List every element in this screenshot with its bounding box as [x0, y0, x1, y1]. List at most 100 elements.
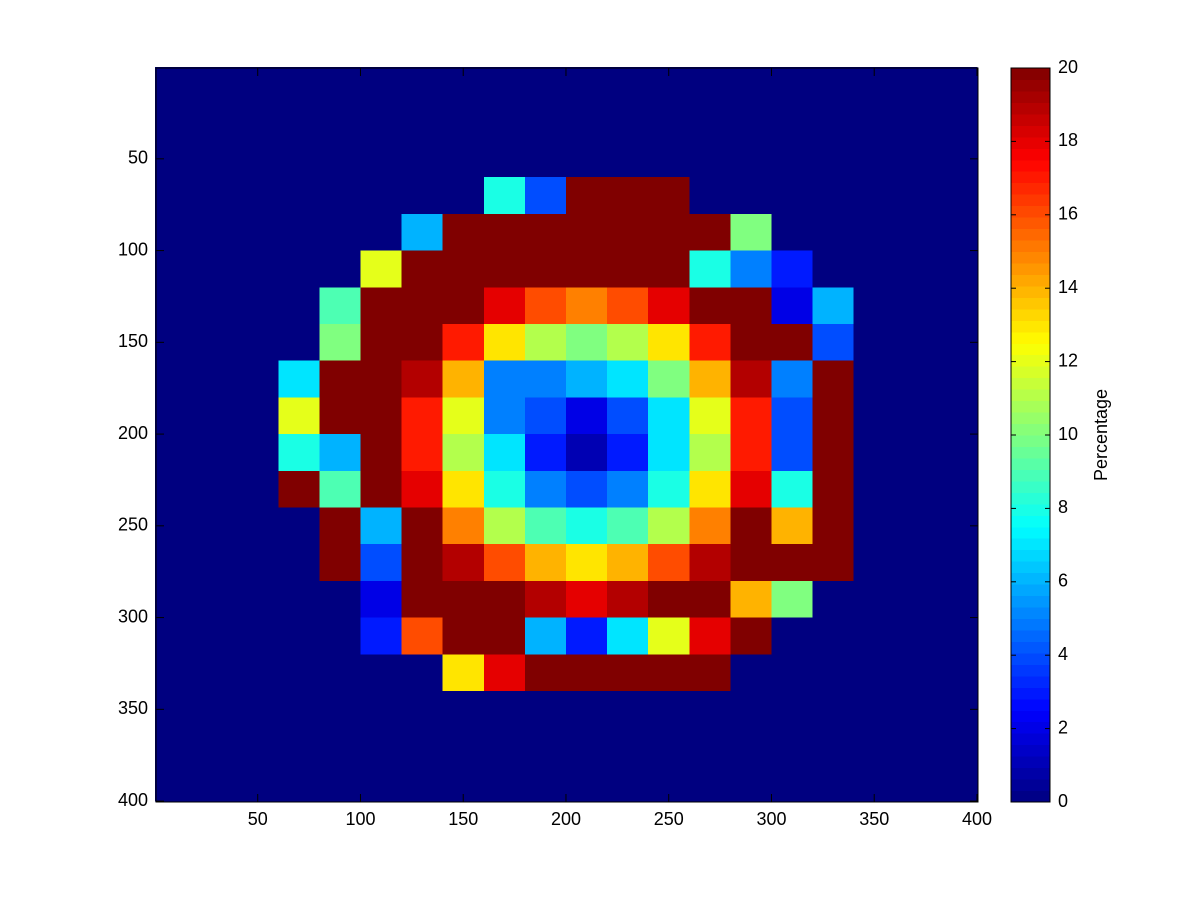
heatmap-cell [689, 67, 731, 105]
colorbar-swatch [1011, 194, 1050, 207]
heatmap-cell [196, 177, 238, 215]
heatmap-cell [607, 690, 649, 729]
heatmap-cell [935, 764, 978, 802]
heatmap-cell [771, 140, 814, 178]
heatmap-cell [360, 764, 403, 802]
y-tick-label: 350 [118, 698, 148, 718]
heatmap-cell [524, 727, 567, 765]
colorbar-swatch [1011, 274, 1050, 287]
heatmap-cell [730, 580, 772, 619]
heatmap-cell [237, 397, 279, 435]
heatmap-cell [278, 434, 320, 472]
heatmap-cell [894, 323, 937, 362]
heatmap-cell [154, 470, 197, 508]
colorbar-swatch [1011, 503, 1050, 516]
heatmap-cell [483, 177, 526, 215]
heatmap-cell [689, 287, 731, 325]
heatmap-cell [524, 690, 567, 729]
heatmap-cell [524, 287, 567, 325]
heatmap-cell [730, 213, 772, 252]
colorbar-swatch [1011, 148, 1050, 161]
heatmap-cell [196, 544, 238, 582]
colorbar-swatch [1011, 159, 1050, 172]
heatmap-cell [935, 434, 978, 472]
heatmap-cell [771, 580, 814, 619]
colorbar-swatch [1011, 779, 1050, 792]
heatmap-cell [360, 580, 403, 619]
heatmap-cell [278, 507, 320, 545]
heatmap-cell [401, 250, 444, 288]
heatmap-cell [565, 727, 608, 765]
heatmap-cell [278, 470, 320, 508]
heatmap-cell [689, 580, 731, 619]
heatmap-cell [648, 103, 690, 141]
heatmap-cell [360, 727, 403, 765]
heatmap-cell [237, 727, 279, 765]
colorbar-swatch [1011, 400, 1050, 413]
heatmap-cell [730, 67, 772, 105]
colorbar-swatch [1011, 515, 1050, 528]
heatmap-cell [483, 617, 526, 655]
heatmap-cell [319, 470, 361, 508]
heatmap-cell [812, 654, 855, 692]
colorbar-tick-label: 10 [1058, 424, 1078, 444]
heatmap-cell [894, 690, 937, 729]
heatmap-cell [154, 764, 197, 802]
heatmap-cell [771, 654, 814, 692]
heatmap-cell [442, 177, 485, 215]
heatmap-cell [237, 140, 279, 178]
heatmap-cell [442, 690, 485, 729]
heatmap-cell [360, 67, 403, 105]
heatmap-cell [812, 213, 855, 252]
heatmap-cell [812, 140, 855, 178]
heatmap-cell [442, 544, 485, 582]
heatmap-cell [196, 690, 238, 729]
colorbar-swatch [1011, 790, 1050, 803]
colorbar-swatch [1011, 561, 1050, 574]
heatmap-cell [853, 434, 896, 472]
heatmap-cell [648, 690, 690, 729]
heatmap-cell [565, 764, 608, 802]
heatmap-cell [648, 250, 690, 288]
colorbar-swatch [1011, 251, 1050, 264]
heatmap-cell [237, 617, 279, 655]
heatmap-cell [935, 544, 978, 582]
heatmap-cell [483, 140, 526, 178]
heatmap-cell [319, 213, 361, 252]
heatmap-cell [196, 250, 238, 288]
heatmap-cell [648, 470, 690, 508]
heatmap-cell [196, 617, 238, 655]
colorbar-swatch [1011, 618, 1050, 631]
heatmap-cell [812, 470, 855, 508]
heatmap-cell [483, 250, 526, 288]
heatmap-cell [237, 507, 279, 545]
heatmap-cell [771, 764, 814, 802]
heatmap-cell [812, 617, 855, 655]
heatmap-cell [319, 507, 361, 545]
colorbar-swatch [1011, 217, 1050, 230]
heatmap-cell [154, 544, 197, 582]
heatmap-cell [648, 213, 690, 252]
heatmap-cell [812, 544, 855, 582]
heatmap-cell [319, 360, 361, 398]
heatmap-cell [853, 323, 896, 362]
colorbar-swatch [1011, 412, 1050, 425]
heatmap-cell [853, 580, 896, 619]
x-tick-label: 150 [448, 809, 478, 829]
heatmap-cell [360, 323, 403, 362]
colorbar-swatch [1011, 79, 1050, 92]
colorbar-swatch [1011, 320, 1050, 333]
heatmap-cell [524, 360, 567, 398]
heatmap-cell [853, 213, 896, 252]
heatmap-cell [894, 654, 937, 692]
x-tick-label: 250 [654, 809, 684, 829]
heatmap-cell [278, 544, 320, 582]
heatmap-cell [154, 287, 197, 325]
heatmap-cell [442, 360, 485, 398]
heatmap-cell [319, 250, 361, 288]
heatmap-cell [730, 287, 772, 325]
heatmap-cell [730, 690, 772, 729]
heatmap-cell [812, 434, 855, 472]
heatmap-cell [237, 250, 279, 288]
heatmap-cell [319, 434, 361, 472]
